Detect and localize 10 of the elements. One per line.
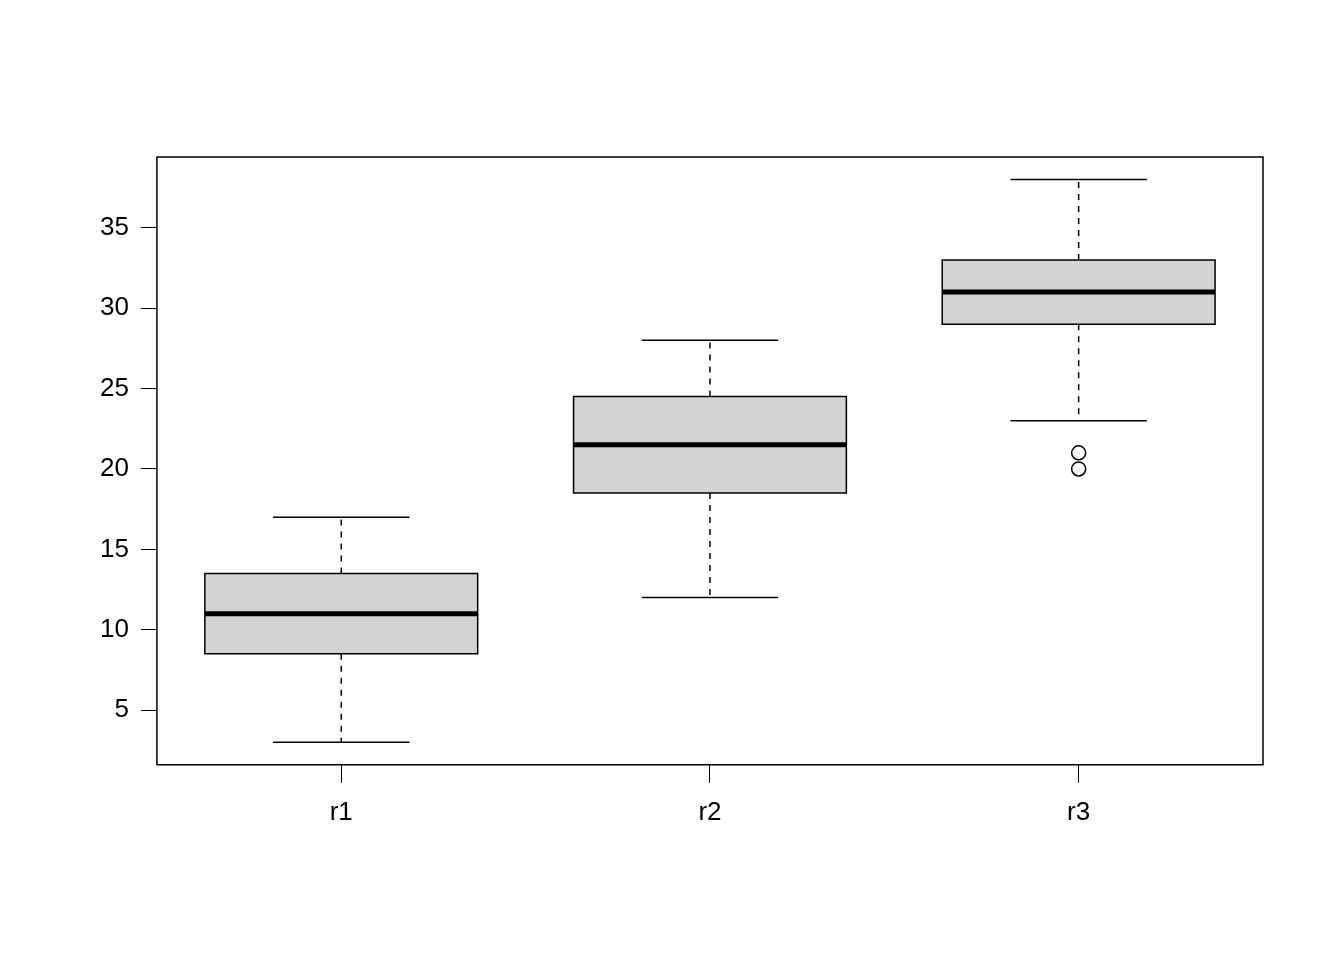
y-tick-label: 15 [100,532,129,563]
y-tick-label: 30 [100,291,129,322]
y-tick-label: 20 [100,452,129,483]
y-tick-label: 10 [100,612,129,643]
y-tick-label: 35 [100,210,129,241]
x-tick-label: r3 [1067,795,1091,826]
y-tick-label: 5 [114,693,129,724]
x-tick-label: r1 [329,795,353,826]
y-tick-label: 25 [100,371,129,402]
x-tick-label: r2 [698,795,722,826]
